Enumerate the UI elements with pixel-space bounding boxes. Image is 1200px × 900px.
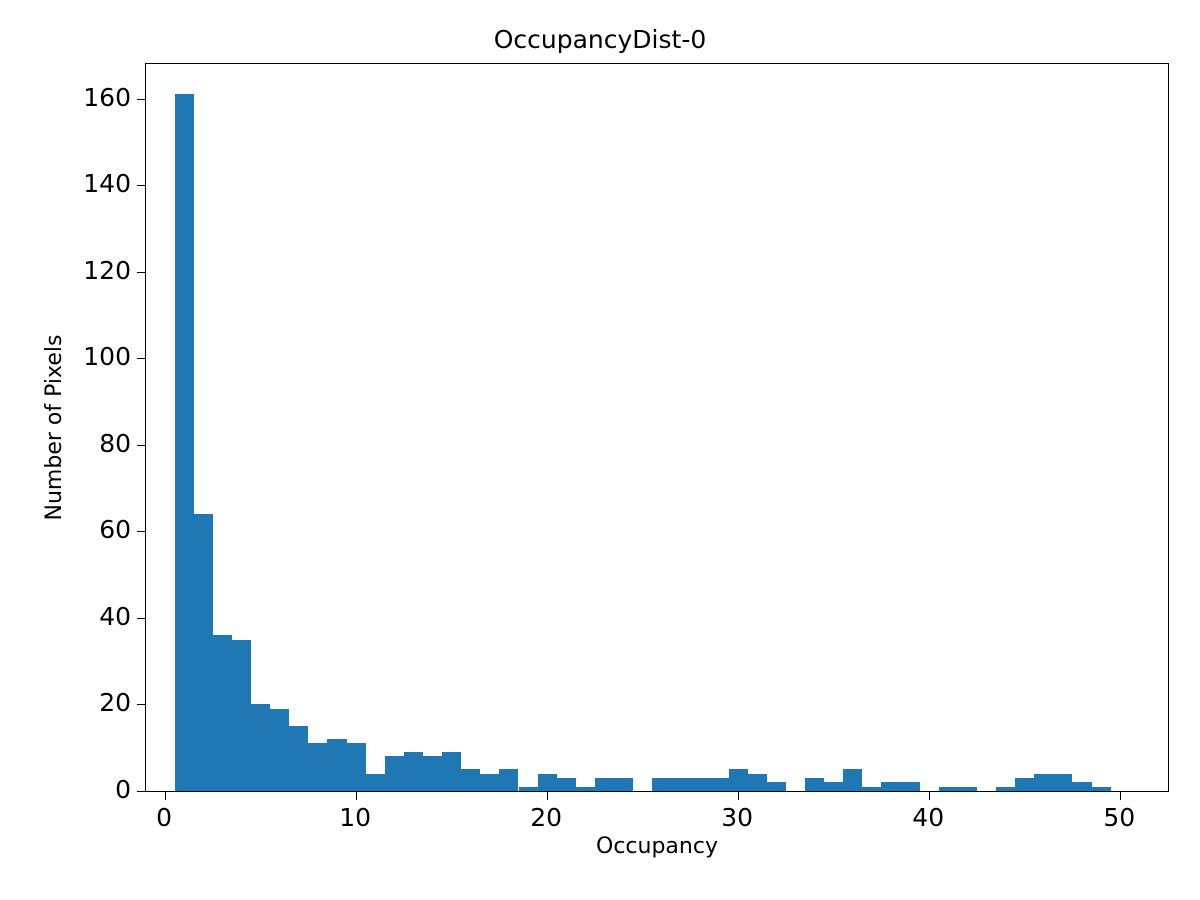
y-axis-tick-mark (137, 185, 146, 187)
y-axis-tick-label: 60 (99, 515, 131, 545)
y-axis-tick-mark (137, 704, 146, 706)
histogram-bar (766, 782, 786, 791)
x-axis-tick-mark (356, 791, 358, 800)
histogram-bar (747, 773, 767, 791)
histogram-bar (996, 786, 1016, 791)
y-axis-label: Number of Pixels (42, 334, 67, 521)
chart-title: OccupancyDist-0 (493, 25, 707, 54)
histogram-bar (575, 786, 595, 791)
x-axis-tick-label: 30 (721, 803, 754, 832)
histogram-bar (289, 726, 309, 791)
histogram-bar (900, 782, 920, 791)
y-axis-tick-mark (137, 358, 146, 360)
histogram-bar (824, 782, 844, 791)
histogram-bar (346, 743, 366, 791)
histogram-bar (193, 514, 213, 791)
x-axis-tick-mark (929, 791, 931, 800)
x-axis-tick-mark (738, 791, 740, 800)
histogram-bar (403, 752, 423, 791)
y-axis-tick-mark (137, 791, 146, 792)
y-axis-tick-mark (137, 617, 146, 619)
histogram-bar (938, 786, 958, 791)
histogram-bar (174, 94, 194, 791)
histogram-bar (652, 778, 672, 791)
x-axis-tick-label: 10 (339, 803, 372, 832)
histogram-bar (805, 778, 825, 791)
histogram-bar (671, 778, 691, 791)
x-axis-tick-mark (547, 791, 549, 800)
y-axis-tick-label: 140 (83, 169, 131, 199)
y-axis-tick-label: 40 (99, 601, 131, 631)
x-axis-tick-label: 40 (912, 803, 945, 832)
plot-axes-frame (137, 63, 1169, 800)
histogram-bar (212, 635, 232, 791)
x-axis-tick-mark (165, 791, 167, 800)
y-axis-tick-label: 120 (83, 255, 131, 285)
histogram-bar (881, 782, 901, 791)
histogram-bar (499, 769, 519, 791)
histogram-bar (1034, 773, 1054, 791)
histogram-bar (728, 769, 748, 791)
histogram-bar (709, 778, 729, 791)
y-axis-tick-mark (137, 444, 146, 446)
x-axis-tick-label: 50 (1103, 803, 1136, 832)
y-axis-tick-mark (137, 531, 146, 533)
histogram-bar (556, 778, 576, 791)
histogram-bar (384, 756, 404, 791)
y-axis-tick-mark (137, 98, 146, 100)
histogram-bar (957, 786, 977, 791)
histogram-bar (843, 769, 863, 791)
histogram-bar (231, 639, 252, 791)
histogram-bar (594, 778, 614, 791)
histogram-bar (690, 778, 710, 791)
histogram-bar (1015, 778, 1035, 791)
x-axis-label: Occupancy (596, 834, 718, 859)
histogram-bar (1091, 786, 1111, 791)
x-axis-tick-mark (1120, 791, 1122, 800)
histogram-bar (461, 769, 481, 791)
y-axis-tick-label: 160 (83, 82, 131, 112)
histogram-bar (442, 752, 462, 791)
histogram-bar (537, 773, 557, 791)
x-axis-tick-label: 20 (530, 803, 563, 832)
histogram-bar (862, 786, 882, 791)
histogram-bar (251, 704, 271, 791)
x-axis-tick-label: 0 (156, 803, 173, 832)
y-axis-tick-label: 80 (99, 428, 131, 458)
histogram-bar (614, 778, 634, 791)
y-axis-tick-label: 0 (115, 775, 131, 804)
histogram-bar (480, 773, 500, 791)
y-axis-tick-mark (137, 271, 146, 273)
histogram-bar (308, 743, 328, 791)
histogram-bar (518, 786, 538, 791)
histogram-bar (422, 756, 443, 791)
histogram-bar (365, 773, 385, 791)
histogram-bar (327, 739, 347, 791)
plot-data-region (146, 64, 1168, 791)
histogram-bar (270, 708, 290, 791)
histogram-bar (1072, 782, 1092, 791)
y-axis-tick-label: 100 (83, 342, 131, 372)
histogram-bar (1053, 773, 1073, 791)
y-axis-tick-label: 20 (99, 688, 131, 718)
